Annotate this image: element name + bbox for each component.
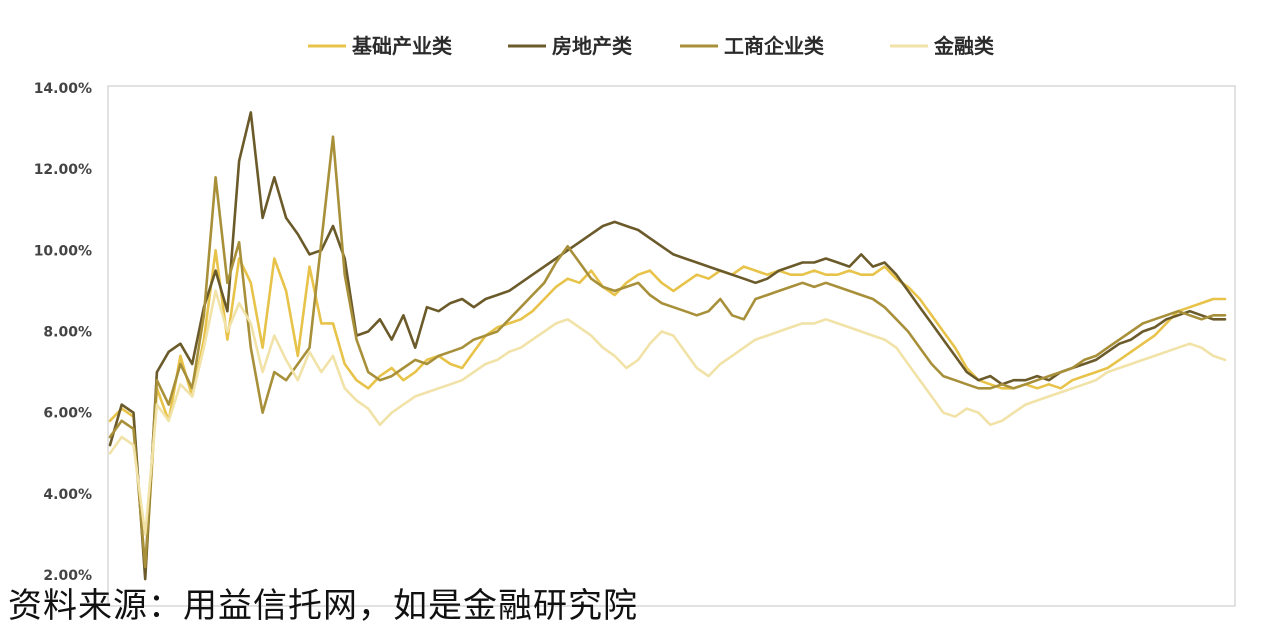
chart-legend: 基础产业类 房地产类 工商企业类 金融类: [308, 34, 994, 58]
source-caption: 资料来源：用益信托网，如是金融研究院: [8, 586, 638, 626]
legend-label: 工商企业类: [724, 34, 824, 58]
series-lines: [108, 111, 1227, 581]
line-chart: 基础产业类 房地产类 工商企业类 金融类 2.00% 4.00% 6.00% 8.00% 10…: [34, 34, 1236, 607]
y-tick-label: 4.00%: [43, 487, 92, 503]
legend-label: 房地产类: [552, 34, 632, 58]
y-tick-label: 12.00%: [34, 162, 92, 178]
series-line-1: [108, 249, 1227, 577]
y-tick-label: 2.00%: [43, 568, 92, 584]
legend-label: 基础产业类: [352, 34, 452, 58]
series-line-2: [108, 111, 1227, 581]
legend-label: 金融类: [933, 34, 994, 58]
plot-area-frame: [107, 85, 1236, 607]
y-axis-ticks: 2.00% 4.00% 6.00% 8.00% 10.00% 12.00% 14.00%: [34, 81, 92, 584]
y-tick-label: 8.00%: [43, 325, 92, 341]
series-line-3: [108, 135, 1227, 569]
y-tick-label: 14.00%: [34, 81, 92, 97]
y-tick-label: 10.00%: [34, 243, 92, 259]
series-line-4: [108, 289, 1227, 536]
y-tick-label: 6.00%: [43, 406, 92, 422]
